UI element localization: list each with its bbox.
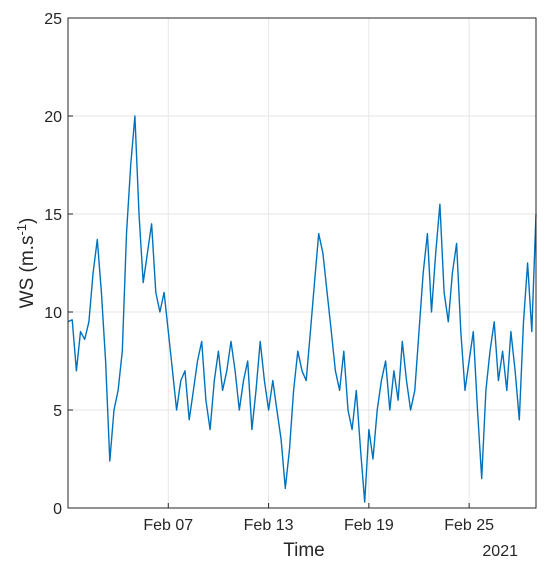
plot-frame bbox=[67, 17, 537, 509]
y-tick-label: 25 bbox=[44, 11, 62, 28]
x-tick-label: Feb 07 bbox=[143, 517, 193, 534]
x-tick-label: Feb 25 bbox=[444, 517, 494, 534]
series-layer bbox=[67, 115, 537, 503]
x-axis-title: Time bbox=[283, 540, 325, 561]
y-axis-title: WS (m.s-1) bbox=[14, 218, 38, 309]
y-axis-title-superscript: -1 bbox=[14, 224, 29, 236]
grid bbox=[68, 17, 536, 509]
y-tick-label: 15 bbox=[44, 207, 62, 224]
y-tick-label: 0 bbox=[53, 501, 62, 518]
y-tick-label: 20 bbox=[44, 109, 62, 126]
x-tick-label: Feb 13 bbox=[244, 517, 294, 534]
y-axis-ticks: 0 5 10 15 20 25 bbox=[44, 11, 73, 518]
x-tick-label: Feb 19 bbox=[344, 517, 394, 534]
y-tick-label: 10 bbox=[44, 305, 62, 322]
y-axis-title-close: ) bbox=[17, 218, 38, 224]
y-axis-title-main: WS (m.s bbox=[17, 236, 38, 309]
y-tick-label: 5 bbox=[53, 403, 62, 420]
year-label: 2021 bbox=[482, 543, 518, 560]
series-line bbox=[67, 115, 537, 503]
x-axis-ticks: Feb 07 Feb 13 Feb 19 Feb 25 bbox=[143, 503, 494, 534]
